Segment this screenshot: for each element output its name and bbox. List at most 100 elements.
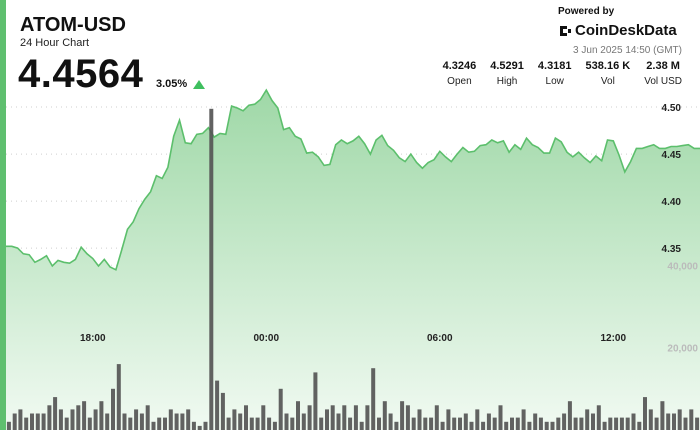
volume-bar xyxy=(203,421,208,430)
volume-bar xyxy=(359,421,364,430)
volume-bar xyxy=(209,108,214,430)
volume-bar xyxy=(330,405,335,430)
volume-bar xyxy=(128,417,133,430)
volume-bar xyxy=(538,417,543,430)
volume-bar xyxy=(573,417,578,430)
volume-bar xyxy=(556,417,561,430)
volume-bar xyxy=(180,413,185,430)
volume-bar xyxy=(562,413,567,430)
volume-bar xyxy=(591,413,595,430)
current-price: 4.4564 xyxy=(18,52,144,96)
volume-bar xyxy=(533,413,538,430)
volume-bar xyxy=(596,405,601,430)
volume-bar xyxy=(619,417,624,430)
stat-value: 538.16 K xyxy=(585,60,631,72)
volume-bar xyxy=(544,421,549,430)
volume-bar xyxy=(238,413,243,430)
stat-label: Open xyxy=(447,76,472,87)
volume-bar xyxy=(325,409,329,430)
volume-bar xyxy=(12,413,17,430)
volume-bar xyxy=(689,409,694,430)
time-tick-label: 12:00 xyxy=(600,333,626,344)
up-arrow-icon xyxy=(193,80,205,89)
accent-bar xyxy=(0,0,6,430)
volume-bar xyxy=(111,388,115,430)
brand-logo[interactable]: CoinDeskData xyxy=(558,22,677,39)
volume-bar xyxy=(35,413,40,430)
stat-value: 4.3181 xyxy=(537,60,572,72)
volume-bar xyxy=(244,405,248,430)
chart-subtitle: 24 Hour Chart xyxy=(20,37,90,49)
volume-bar xyxy=(452,417,457,430)
volume-bar xyxy=(134,409,139,430)
volume-bar xyxy=(382,401,387,430)
stat-vol-usd: 2.38 M Vol USD xyxy=(644,60,682,87)
volume-bar xyxy=(296,401,300,430)
volume-bar xyxy=(24,417,29,430)
price-tick-label: 4.50 xyxy=(662,103,682,114)
volume-bar xyxy=(122,413,127,430)
volume-bar xyxy=(30,413,34,430)
volume-bar xyxy=(215,380,220,430)
price-tick-label: 4.45 xyxy=(662,150,682,161)
volume-bar xyxy=(174,413,179,430)
volume-bar xyxy=(261,405,266,430)
volume-tick-label: 40,000 xyxy=(667,261,698,272)
stat-label: High xyxy=(496,76,518,87)
volume-bar xyxy=(608,417,613,430)
volume-bar xyxy=(458,417,462,430)
volume-bar xyxy=(232,409,237,430)
volume-bar xyxy=(353,405,358,430)
volume-bar xyxy=(614,417,619,430)
volume-bar xyxy=(365,405,370,430)
volume-bar xyxy=(440,421,445,430)
volume-bar xyxy=(405,405,410,430)
price-tick-label: 4.40 xyxy=(662,197,682,208)
volume-bar xyxy=(446,409,451,430)
stat-label: Vol USD xyxy=(644,76,682,87)
powered-by-label: Powered by xyxy=(558,6,615,17)
volume-bar xyxy=(82,401,87,430)
volume-bar xyxy=(434,405,439,430)
volume-bar xyxy=(220,392,225,430)
volume-bar xyxy=(683,417,688,430)
volume-bar xyxy=(6,421,11,430)
volume-bar xyxy=(481,421,486,430)
volume-bar xyxy=(41,413,46,430)
volume-bar xyxy=(371,368,376,430)
volume-bar xyxy=(567,401,572,430)
volume-bar xyxy=(637,421,642,430)
volume-bar xyxy=(475,409,480,430)
volume-bar xyxy=(666,413,671,430)
volume-bar xyxy=(313,372,318,430)
stats-panel: 4.3246 Open 4.5291 High 4.3181 Low 538.1… xyxy=(443,60,682,87)
stat-label: Vol xyxy=(600,76,615,87)
volume-bar xyxy=(510,417,514,430)
volume-bar xyxy=(463,413,468,430)
volume-tick-label: 20,000 xyxy=(667,344,698,355)
volume-bar xyxy=(400,401,405,430)
price-line xyxy=(6,88,700,271)
volume-bar xyxy=(93,409,98,430)
volume-bar xyxy=(469,421,474,430)
volume-bar xyxy=(197,425,202,430)
volume-bar xyxy=(168,409,173,430)
volume-bar xyxy=(348,417,353,430)
volume-bar xyxy=(602,421,607,430)
volume-bar xyxy=(47,405,52,430)
stat-value: 4.5291 xyxy=(490,60,524,72)
pair-title: ATOM-USD xyxy=(20,14,126,36)
volume-bar xyxy=(267,417,272,430)
volume-bar xyxy=(550,421,555,430)
volume-bar xyxy=(486,413,491,430)
volume-bar xyxy=(145,405,150,430)
timestamp: 3 Jun 2025 14:50 (GMT) xyxy=(573,45,682,56)
volume-bar xyxy=(417,409,422,430)
brand-name: CoinDeskData xyxy=(575,22,677,39)
volume-bar xyxy=(648,409,653,430)
stat-vol: 538.16 K Vol xyxy=(586,60,631,87)
volume-bar xyxy=(695,417,700,430)
volume-bar xyxy=(429,417,434,430)
volume-bar xyxy=(105,413,110,430)
volume-bar xyxy=(139,413,144,430)
